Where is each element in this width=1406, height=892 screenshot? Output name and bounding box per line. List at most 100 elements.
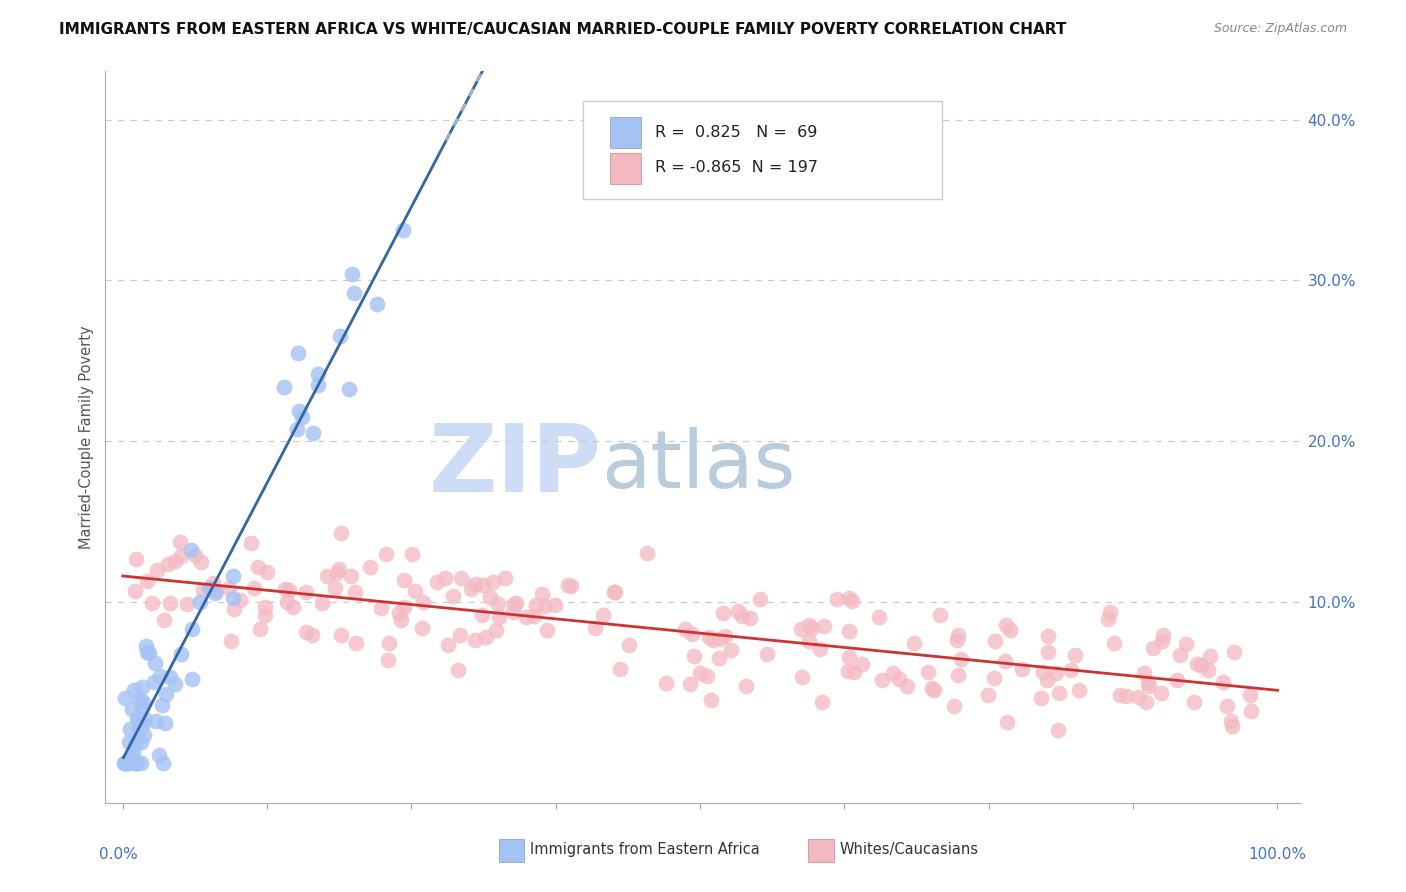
Point — [142, 675, 165, 690]
Point — [124, 584, 146, 599]
Point — [524, 598, 547, 612]
Point — [274, 582, 297, 596]
Point — [679, 676, 702, 690]
Point — [307, 367, 329, 381]
Point — [842, 665, 865, 680]
Point — [1126, 690, 1149, 704]
Point — [1168, 648, 1191, 662]
Point — [434, 571, 457, 585]
Point — [163, 554, 186, 568]
Point — [143, 657, 166, 671]
Point — [1174, 637, 1197, 651]
Point — [118, 756, 141, 770]
Point — [337, 382, 360, 396]
Point — [475, 630, 498, 644]
Point — [1189, 657, 1212, 672]
Bar — [610, 153, 641, 184]
Point — [124, 738, 146, 752]
Point — [392, 600, 415, 615]
Point — [1097, 612, 1119, 626]
Point — [1182, 695, 1205, 709]
Point — [149, 669, 172, 683]
Point — [218, 581, 240, 595]
Point — [699, 630, 721, 644]
Point — [868, 610, 890, 624]
Point — [117, 735, 139, 749]
Point — [114, 756, 136, 770]
Text: 100.0%: 100.0% — [1249, 847, 1306, 862]
Point — [404, 584, 426, 599]
Point — [283, 600, 305, 615]
Point — [460, 582, 482, 596]
Point — [870, 673, 893, 688]
Point — [838, 624, 860, 639]
Point — [838, 650, 860, 665]
Point — [636, 546, 658, 560]
Point — [378, 636, 401, 650]
Point — [464, 632, 486, 647]
Point — [131, 680, 153, 694]
Point — [1032, 665, 1054, 679]
Point — [401, 547, 423, 561]
Point — [740, 611, 762, 625]
Point — [683, 648, 706, 663]
Point — [145, 714, 167, 728]
Point — [1045, 665, 1067, 680]
Point — [479, 591, 502, 605]
Point — [156, 558, 179, 572]
Point — [441, 589, 464, 603]
Point — [129, 735, 152, 749]
Point — [799, 618, 821, 632]
Point — [136, 645, 159, 659]
Point — [328, 562, 350, 576]
Point — [377, 653, 399, 667]
Point — [165, 676, 187, 690]
Point — [246, 559, 269, 574]
Point — [922, 683, 945, 698]
Point — [801, 622, 824, 636]
Point — [228, 592, 250, 607]
Point — [273, 380, 295, 394]
Point — [464, 577, 486, 591]
Point — [482, 574, 505, 589]
Point — [115, 756, 138, 770]
Point — [995, 714, 1018, 729]
Text: Source: ZipAtlas.com: Source: ZipAtlas.com — [1213, 22, 1347, 36]
Point — [437, 638, 460, 652]
Point — [983, 671, 1005, 685]
Point — [295, 584, 318, 599]
Point — [256, 566, 278, 580]
Point — [515, 610, 537, 624]
Point — [411, 621, 433, 635]
Point — [366, 297, 388, 311]
Point — [1036, 629, 1059, 643]
Point — [311, 596, 333, 610]
Point — [180, 542, 202, 557]
Point — [1102, 636, 1125, 650]
Point — [943, 699, 966, 714]
Point — [340, 569, 363, 583]
Point — [375, 547, 398, 561]
Point — [472, 578, 495, 592]
Point — [1239, 688, 1261, 702]
Point — [388, 607, 411, 621]
Point — [673, 622, 696, 636]
Point — [994, 654, 1017, 668]
Point — [159, 670, 181, 684]
Point — [797, 633, 820, 648]
Point — [977, 688, 1000, 702]
Point — [450, 571, 472, 585]
Point — [129, 717, 152, 731]
Point — [1115, 690, 1137, 704]
Text: atlas: atlas — [602, 427, 796, 506]
Text: ZIP: ZIP — [429, 420, 602, 512]
Point — [114, 691, 136, 706]
Point — [1185, 657, 1208, 671]
Point — [488, 609, 510, 624]
Y-axis label: Married-Couple Family Poverty: Married-Couple Family Poverty — [79, 326, 94, 549]
Point — [998, 624, 1021, 638]
FancyBboxPatch shape — [583, 101, 942, 200]
Point — [557, 578, 579, 592]
Point — [838, 591, 860, 606]
Point — [201, 576, 224, 591]
